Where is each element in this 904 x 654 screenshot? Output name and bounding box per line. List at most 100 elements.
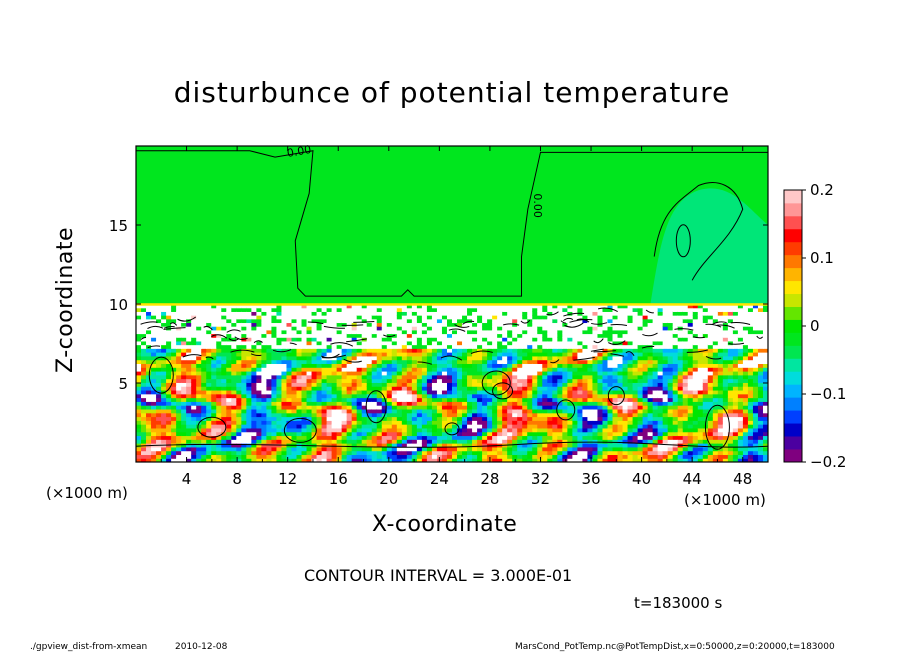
field-cell [477,450,483,456]
field-cell [687,450,694,456]
field-cell [542,435,548,440]
field-cell [472,450,478,456]
field-cell [662,378,669,383]
field-cell [587,454,594,459]
field-cell [502,458,508,462]
field-cell [752,389,759,395]
field-cell [396,435,403,440]
field-cell [627,359,634,365]
field-cell [286,340,293,346]
field-cell [492,352,498,357]
field-cell [346,435,353,440]
field-cell [371,382,378,387]
field-cell [191,405,197,410]
field-cell [196,435,202,440]
field-cell [682,454,689,459]
field-cell [366,412,373,418]
field-cell [216,355,222,361]
field-cell [552,439,558,444]
field-cell [627,439,634,444]
field-cell [457,333,463,338]
field-cell [176,315,182,320]
field-cell [161,367,167,372]
field-cell [421,344,428,349]
field-cell [727,370,734,376]
field-cell [161,326,167,331]
field-cell [657,439,664,444]
field-cell [757,367,764,372]
field-cell [161,382,167,387]
field-cell [251,397,257,402]
field-cell [406,340,413,346]
field-cell [467,405,473,410]
field-cell [617,446,624,452]
field-cell [637,389,644,395]
field-cell [216,386,222,391]
field-cell [406,424,413,429]
field-cell [256,315,262,320]
field-cell [156,389,162,395]
field-cell [512,431,518,437]
field-cell [341,363,348,368]
field-cell [401,450,408,456]
field-cell [291,420,298,425]
field-cell [657,408,664,414]
field-cell [426,416,433,421]
field-cell [467,427,473,433]
field-cell [266,458,273,462]
field-cell [231,439,237,444]
field-cell [467,446,473,452]
field-cell [612,431,619,437]
field-cell [737,435,744,440]
field-cell [697,443,704,448]
field-cell [186,370,192,376]
field-cell [647,443,654,448]
field-cell [376,435,383,440]
field-cell [667,359,674,365]
field-cell [266,337,273,342]
field-cell [717,439,724,444]
field-cell [702,405,709,410]
field-cell [762,420,768,425]
field-cell [296,311,303,316]
field-cell [321,389,328,395]
field-cell [196,359,202,365]
field-cell [256,386,262,391]
field-cell [241,435,247,440]
field-cell [226,322,232,327]
field-cell [492,337,498,342]
field-cell [301,370,308,376]
field-cell [577,427,584,433]
field-cell [587,333,594,338]
field-cell [677,446,684,452]
field-cell [467,352,473,357]
field-cell [647,355,654,361]
field-cell [151,359,157,365]
field-cell [431,427,438,433]
field-cell [672,393,679,399]
field-cell [492,322,498,327]
field-cell [457,378,463,383]
field-cell [682,393,689,399]
field-cell [457,439,463,444]
field-cell [346,446,353,452]
field-cell [411,420,418,425]
field-cell [371,408,378,414]
field-cell [537,450,543,456]
field-cell [346,329,353,335]
field-cell [431,401,438,406]
field-cell [396,382,403,387]
field-cell [562,307,568,312]
field-cell [166,412,172,418]
field-cell [502,382,508,387]
field-cell [492,397,498,402]
field-cell [166,382,172,387]
field-cell [231,397,237,402]
field-cell [326,450,333,456]
field-cell [577,304,584,309]
field-cell [617,370,624,376]
field-cell [391,378,398,383]
field-cell [652,443,659,448]
field-cell [742,405,749,410]
field-cell [411,405,418,410]
